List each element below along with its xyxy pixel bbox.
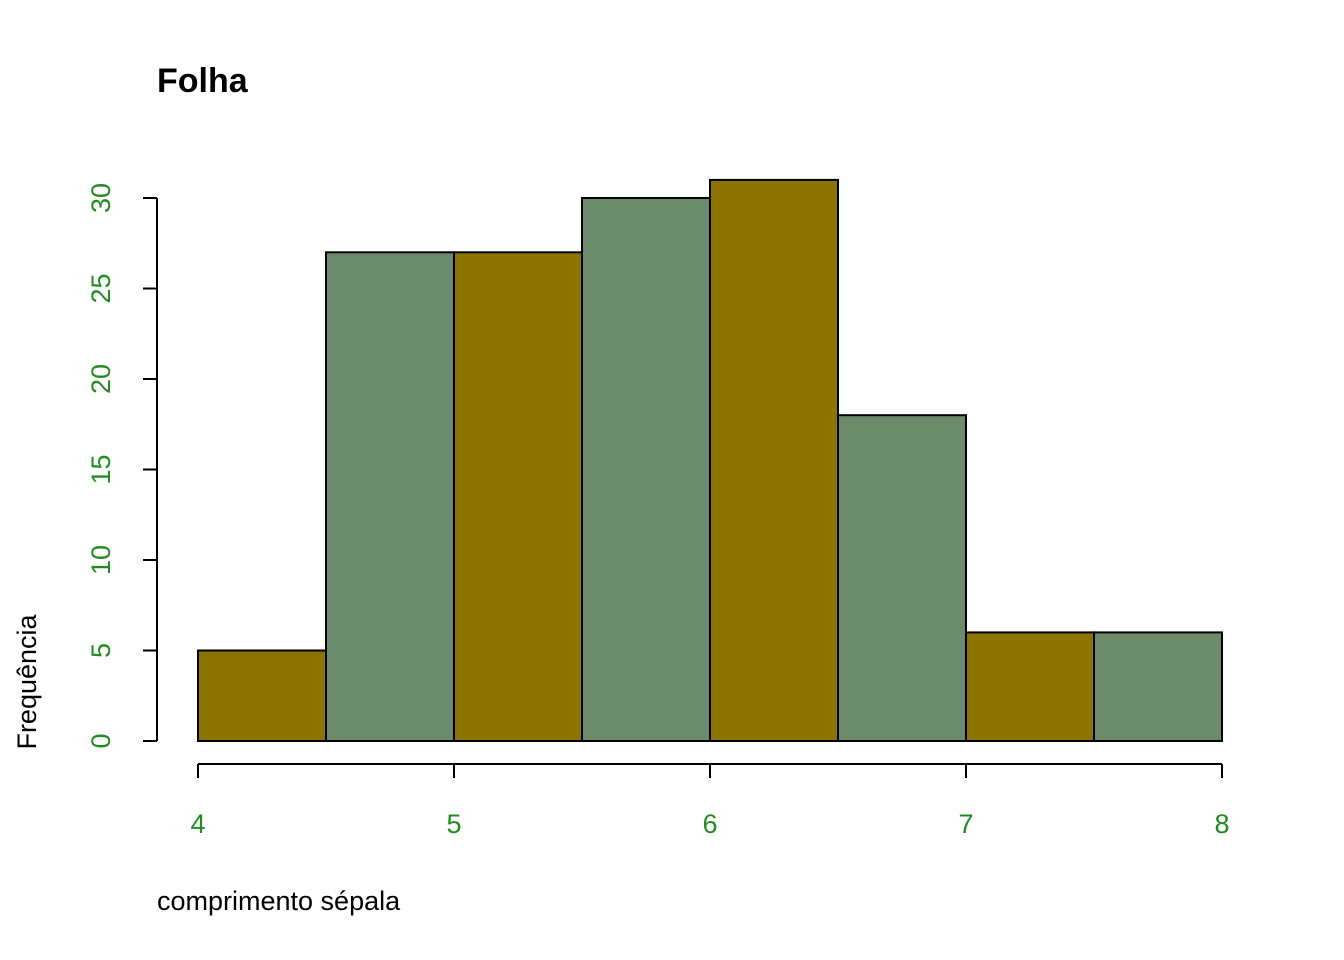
y-tick-label: 25	[86, 273, 116, 303]
y-axis: 0 5 10 15 20 25 30	[86, 183, 158, 749]
histogram-bar	[453, 251, 583, 743]
histogram-bar	[709, 178, 839, 742]
y-tick-label: 0	[86, 733, 116, 748]
x-tick-label: 7	[958, 809, 973, 839]
y-axis-label: Frequência	[12, 613, 42, 749]
x-tick-label: 5	[446, 809, 461, 839]
histogram-bar	[325, 251, 455, 743]
x-tick-label: 6	[702, 809, 717, 839]
y-tick-label: 10	[86, 545, 116, 575]
bars-group	[197, 178, 1223, 743]
y-tick-label: 20	[86, 364, 116, 394]
x-tick-label: 4	[190, 809, 205, 839]
histogram-bar	[1093, 631, 1223, 743]
x-axis-label: comprimento sépala	[157, 886, 401, 916]
y-tick-label: 30	[86, 183, 116, 213]
y-tick-label: 5	[86, 643, 116, 658]
histogram-bar	[837, 414, 967, 742]
chart-title: Folha	[157, 62, 249, 100]
x-axis: 4 5 6 7 8	[190, 763, 1230, 839]
histogram-bar	[965, 631, 1095, 743]
histogram-bar	[581, 197, 711, 742]
histogram-bar	[197, 649, 327, 742]
x-tick-label: 8	[1214, 809, 1229, 839]
y-tick-label: 15	[86, 454, 116, 484]
